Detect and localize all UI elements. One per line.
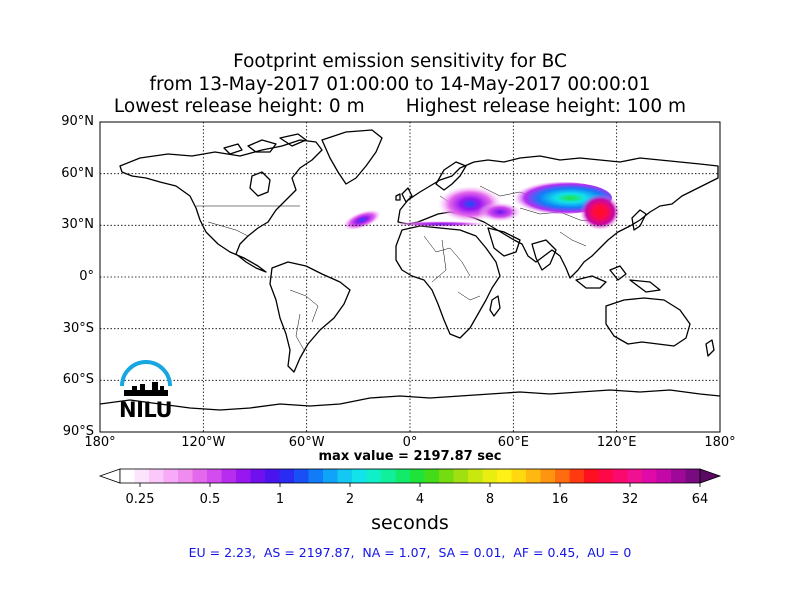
colorbar-tick-label: 2 xyxy=(345,492,355,507)
colorbar-segment xyxy=(685,469,701,483)
lat-label: 60°S xyxy=(62,372,94,388)
antarctica xyxy=(100,389,720,411)
madagascar xyxy=(489,295,501,317)
lon-label: 120°W xyxy=(181,435,226,450)
graticule xyxy=(100,122,720,432)
colorbar-segment xyxy=(526,469,541,483)
colorbar-under-arrow xyxy=(98,468,121,484)
colorbar-segment xyxy=(149,469,164,483)
colorbar-unit-label: seconds xyxy=(371,512,449,534)
british-isles xyxy=(395,187,413,203)
colorbar-tick-label: 16 xyxy=(551,492,569,507)
map-frame xyxy=(99,121,721,433)
africa xyxy=(395,225,501,339)
colorbar-segment xyxy=(308,469,324,483)
colorbar-segment xyxy=(424,469,440,483)
colorbar-segment xyxy=(192,469,208,483)
colorbar-tick-label: 8 xyxy=(485,492,495,507)
plume-north-africa xyxy=(390,221,490,227)
plume-east-asia xyxy=(580,194,620,230)
lon-label: 180° xyxy=(704,435,736,450)
colorbar-segment xyxy=(656,469,672,483)
colorbar-segment xyxy=(337,469,353,483)
title-line-2: from 13-May-2017 01:00:00 to 14-May-2017… xyxy=(149,74,651,95)
colorbar-segment xyxy=(497,469,512,483)
nilu-logo-text: NILU xyxy=(119,398,173,422)
colorbar-segment xyxy=(163,469,179,483)
lon-label: 60°W xyxy=(288,435,325,450)
lat-label: 30°N xyxy=(61,217,94,233)
eurasia xyxy=(397,155,719,279)
colorbar-segment xyxy=(540,469,556,483)
colorbar-segment xyxy=(381,469,396,483)
colorbar xyxy=(98,468,722,487)
colorbar-tick-label: 4 xyxy=(415,492,425,507)
plume-middle-east xyxy=(478,202,522,222)
japan xyxy=(631,209,647,231)
colorbar-segment xyxy=(120,469,135,483)
nilu-logo xyxy=(120,360,172,396)
colorbar-segment xyxy=(598,469,614,483)
colorbar-over-arrow xyxy=(699,468,722,484)
colorbar-tick-label: 64 xyxy=(691,492,709,507)
colorbar-segment xyxy=(671,469,686,483)
scandinavia xyxy=(435,161,467,191)
colorbar-segment xyxy=(279,469,295,483)
lat-label: 90°S xyxy=(62,424,94,439)
emission-footprint xyxy=(343,182,620,231)
lat-label: 30°S xyxy=(62,320,94,336)
colorbar-segment xyxy=(265,469,280,483)
hudson-bay xyxy=(249,171,271,197)
colorbar-segment xyxy=(410,469,425,483)
colorbar-segment xyxy=(207,469,222,483)
colorbar-segment xyxy=(366,469,382,483)
title-line-3: Lowest release height: 0 m Highest relea… xyxy=(113,96,687,117)
lon-label: 0° xyxy=(402,435,418,450)
title-line-1: Footprint emission sensitivity for BC xyxy=(233,51,567,72)
australia xyxy=(605,297,691,347)
colorbar-segment xyxy=(482,469,498,483)
colorbar-segment xyxy=(439,469,454,483)
colorbar-segment xyxy=(395,469,411,483)
colorbar-tick-label: 0.5 xyxy=(199,492,221,507)
se-asia-islands xyxy=(575,265,661,293)
colorbar-segment xyxy=(134,469,150,483)
colorbar-segment xyxy=(569,469,585,483)
lat-label: 0° xyxy=(79,269,94,284)
colorbar-segment xyxy=(555,469,570,483)
regional-summary: EU = 2.23, AS = 2197.87, NA = 1.07, SA =… xyxy=(188,545,632,560)
colorbar-segment xyxy=(642,469,657,483)
colorbar-segment xyxy=(178,469,193,483)
max-value-label: max value = 2197.87 sec xyxy=(318,449,502,464)
colorbar-segment xyxy=(236,469,251,483)
plume-atlantic xyxy=(343,209,381,231)
colorbar-segment xyxy=(250,469,266,483)
arabia-india xyxy=(487,227,557,271)
colorbar-segment xyxy=(294,469,309,483)
colorbar-segment xyxy=(584,469,599,483)
colorbar-segment xyxy=(221,469,237,483)
colorbar-segment xyxy=(323,469,338,483)
new-zealand xyxy=(705,339,715,357)
lat-label: 90°N xyxy=(61,114,94,129)
colorbar-tick-label: 0.25 xyxy=(125,492,155,507)
lat-label: 60°N xyxy=(61,165,94,181)
south-america xyxy=(269,261,351,373)
colorbar-segment xyxy=(453,469,469,483)
colorbar-segment xyxy=(468,469,483,483)
colorbar-segment xyxy=(511,469,527,483)
colorbar-segment xyxy=(613,469,628,483)
lon-label: 120°E xyxy=(596,435,637,450)
colorbar-tick-label: 1 xyxy=(275,492,285,507)
colorbar-segment xyxy=(627,469,643,483)
colorbar-segment xyxy=(352,469,367,483)
colorbar-frame xyxy=(119,468,701,484)
greenland xyxy=(321,129,383,185)
colorbar-tick-label: 32 xyxy=(621,492,639,507)
lon-label: 180° xyxy=(84,435,116,450)
arctic-islands xyxy=(223,133,307,155)
lon-label: 60°E xyxy=(497,435,529,450)
